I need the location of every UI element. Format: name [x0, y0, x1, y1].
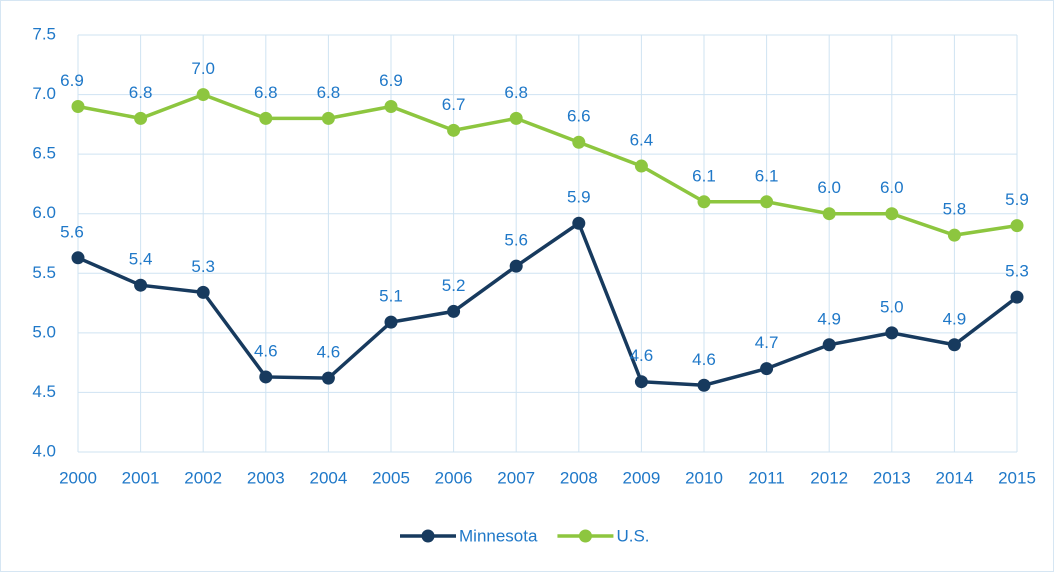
data-label: 6.9: [60, 71, 84, 90]
data-label: 6.8: [504, 83, 528, 102]
data-label: 6.8: [254, 83, 278, 102]
y-tick-label: 7.0: [32, 84, 56, 103]
x-tick-label: 2004: [309, 468, 347, 487]
x-tick-label: 2007: [497, 468, 535, 487]
data-point: [321, 371, 335, 385]
data-point: [760, 362, 774, 376]
data-point: [509, 111, 523, 125]
data-label: 4.9: [817, 309, 841, 328]
data-label: 5.2: [442, 276, 466, 295]
data-point: [321, 111, 335, 125]
data-label: 5.8: [943, 200, 967, 219]
legend-label: U.S.: [616, 526, 649, 545]
x-tick-label: 2006: [435, 468, 473, 487]
x-tick-label: 2002: [184, 468, 222, 487]
data-point: [447, 123, 461, 137]
data-point: [697, 195, 711, 209]
data-point: [1010, 290, 1024, 304]
y-tick-label: 5.5: [32, 263, 56, 282]
data-point: [134, 278, 148, 292]
x-tick-label: 2014: [935, 468, 973, 487]
y-tick-label: 4.0: [32, 441, 56, 460]
data-point: [384, 99, 398, 113]
data-label: 6.4: [630, 131, 654, 150]
data-point: [760, 195, 774, 209]
data-point: [572, 216, 586, 230]
data-label: 5.3: [1005, 262, 1029, 281]
data-label: 6.8: [317, 83, 341, 102]
data-label: 6.1: [755, 166, 779, 185]
data-point: [384, 315, 398, 329]
data-label: 6.6: [567, 107, 591, 126]
data-point: [947, 228, 961, 242]
x-tick-label: 2003: [247, 468, 285, 487]
data-point: [697, 378, 711, 392]
data-point: [71, 99, 85, 113]
data-point: [259, 370, 273, 384]
data-point: [822, 207, 836, 221]
data-label: 6.0: [817, 178, 841, 197]
data-point: [572, 135, 586, 149]
x-tick-label: 2000: [59, 468, 97, 487]
y-tick-label: 4.5: [32, 382, 56, 401]
data-point: [259, 111, 273, 125]
x-tick-label: 2012: [810, 468, 848, 487]
data-point: [947, 338, 961, 352]
data-label: 5.9: [567, 188, 591, 207]
legend-label: Minnesota: [459, 526, 538, 545]
data-label: 5.3: [191, 257, 215, 276]
data-point: [1010, 219, 1024, 233]
data-label: 4.6: [254, 341, 278, 360]
data-label: 5.6: [60, 222, 84, 241]
data-label: 5.9: [1005, 190, 1029, 209]
x-tick-label: 2008: [560, 468, 598, 487]
y-tick-label: 7.5: [32, 24, 56, 43]
x-tick-label: 2013: [873, 468, 911, 487]
data-point: [447, 304, 461, 318]
y-tick-label: 6.5: [32, 144, 56, 163]
data-label: 5.4: [129, 250, 153, 269]
series-line: [77, 92, 1018, 237]
data-label: 6.7: [442, 95, 466, 114]
y-tick-label: 5.0: [32, 322, 56, 341]
data-point: [71, 251, 85, 265]
x-tick-label: 2011: [748, 468, 785, 487]
x-tick-label: 2001: [122, 468, 160, 487]
x-tick-label: 2005: [372, 468, 410, 487]
data-label: 5.0: [880, 297, 904, 316]
data-point: [509, 259, 523, 273]
data-point: [885, 326, 899, 340]
data-point: [134, 111, 148, 125]
data-point: [196, 285, 210, 299]
legend-marker: [421, 529, 435, 543]
data-point: [634, 375, 648, 389]
data-label: 4.9: [943, 309, 967, 328]
data-point: [196, 88, 210, 102]
y-tick-label: 6.0: [32, 203, 56, 222]
data-label: 6.0: [880, 178, 904, 197]
data-point: [634, 159, 648, 173]
data-point: [822, 338, 836, 352]
data-point: [885, 207, 899, 221]
data-label: 6.1: [692, 166, 716, 185]
data-label: 4.6: [317, 343, 341, 362]
x-tick-label: 2015: [998, 468, 1036, 487]
x-tick-label: 2009: [622, 468, 660, 487]
data-label: 4.6: [692, 350, 716, 369]
series-line: [77, 220, 1019, 388]
data-label: 4.7: [755, 333, 779, 352]
data-label: 5.1: [379, 287, 403, 306]
legend-marker: [578, 529, 592, 543]
data-label: 6.9: [379, 71, 403, 90]
x-tick-label: 2010: [685, 468, 723, 487]
data-label: 4.6: [630, 346, 654, 365]
data-label: 5.6: [504, 231, 528, 250]
data-label: 6.8: [129, 83, 153, 102]
data-label: 7.0: [191, 59, 215, 78]
